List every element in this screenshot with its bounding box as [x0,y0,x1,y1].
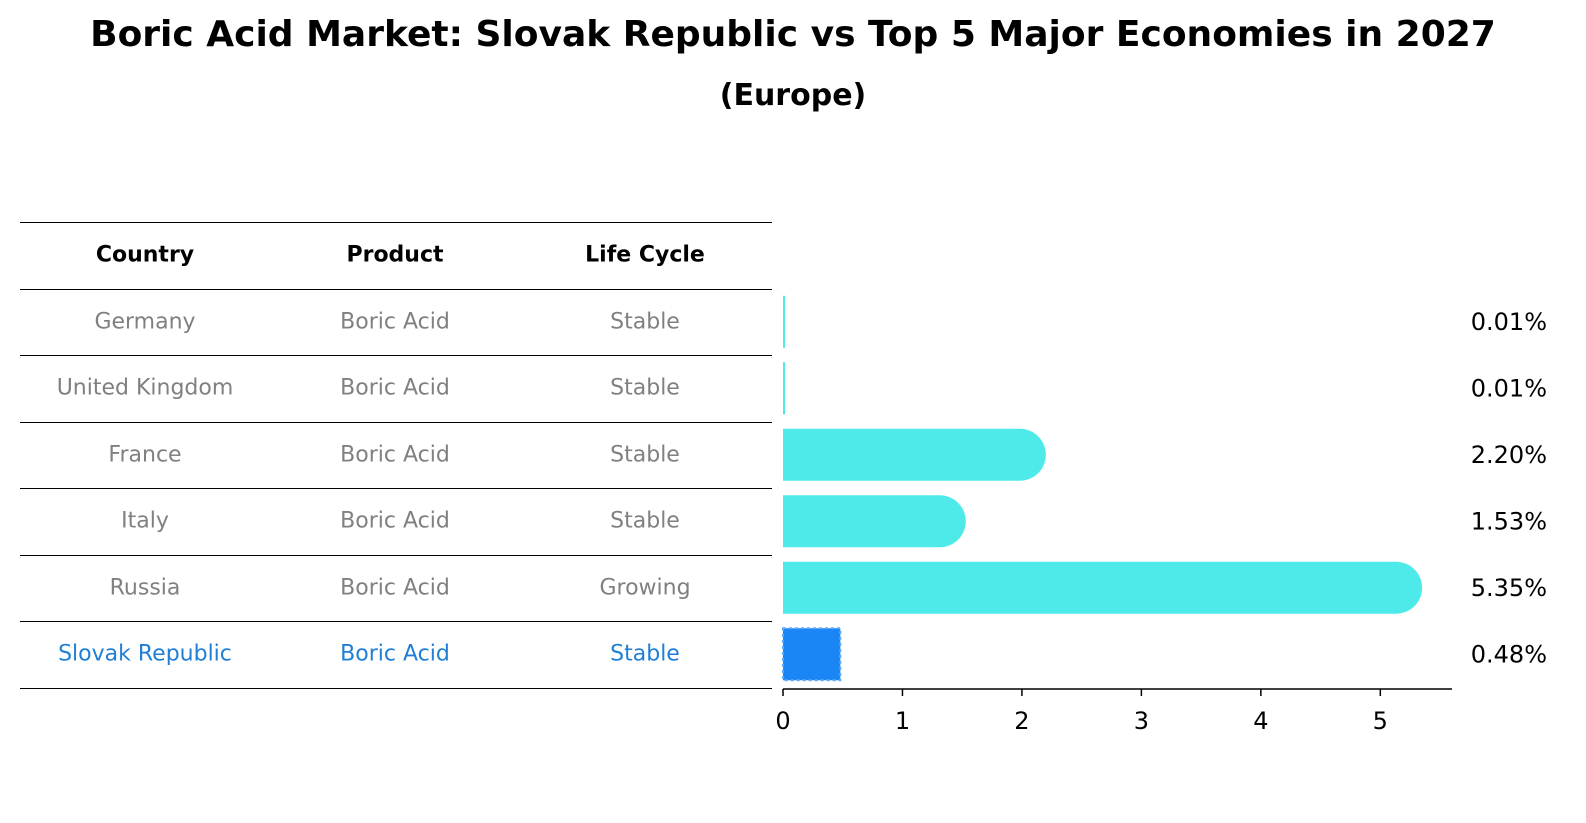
chart-subtitle: (Europe) [719,78,867,113]
table-cell-product: Boric Acid [340,641,450,667]
table-cell-product: Boric Acid [340,309,450,335]
table-cell-product: Boric Acid [340,508,450,534]
bar [783,428,1046,481]
table-cell-life-cycle: Stable [610,508,680,534]
chart-title: Boric Acid Market: Slovak Republic vs To… [90,14,1496,55]
table-rule [20,355,772,356]
table-header-cell: Life Cycle [585,242,705,268]
table-rule [20,554,772,556]
value-label: 5.35% [1471,574,1547,602]
x-tick-label: 2 [1014,707,1029,735]
table-cell-product: Boric Acid [340,442,450,468]
table-header-cell: Country [95,242,195,268]
table-cell-country: Germany [94,309,196,335]
value-label: 0.01% [1471,374,1547,402]
table-cell-life-cycle: Stable [610,442,680,468]
table-rule [20,421,772,423]
bar-highlight [782,627,842,682]
table-cell-country: Russia [109,575,181,601]
table-rule [20,621,772,622]
x-tick-label: 5 [1373,707,1388,735]
table-rule [20,222,772,223]
x-tick-label: 1 [895,707,910,735]
value-label: 1.53% [1471,507,1547,535]
table-cell-country: France [108,442,182,468]
table-cell-country: Italy [121,508,169,534]
table-rule [20,488,772,489]
table-cell-country: Slovak Republic [58,641,232,667]
x-tick-label: 0 [775,707,790,735]
table-cell-country: United Kingdom [56,375,234,401]
table-cell-life-cycle: Stable [610,375,680,401]
table-cell-product: Boric Acid [340,575,450,601]
value-label: 2.20% [1471,441,1547,469]
value-label: 0.01% [1471,308,1547,336]
bar [783,561,1423,614]
table-rule [20,687,772,689]
x-tick-label: 4 [1253,707,1268,735]
table-header-cell: Product [346,242,444,268]
table-rule [20,288,772,290]
table-cell-life-cycle: Stable [610,309,680,335]
table-cell-life-cycle: Growing [599,575,691,601]
bar [783,495,966,548]
x-tick-label: 3 [1134,707,1149,735]
table-cell-life-cycle: Stable [610,641,680,667]
table-cell-product: Boric Acid [340,375,450,401]
bar [783,362,785,415]
value-label: 0.48% [1471,640,1547,668]
bar [783,295,785,348]
